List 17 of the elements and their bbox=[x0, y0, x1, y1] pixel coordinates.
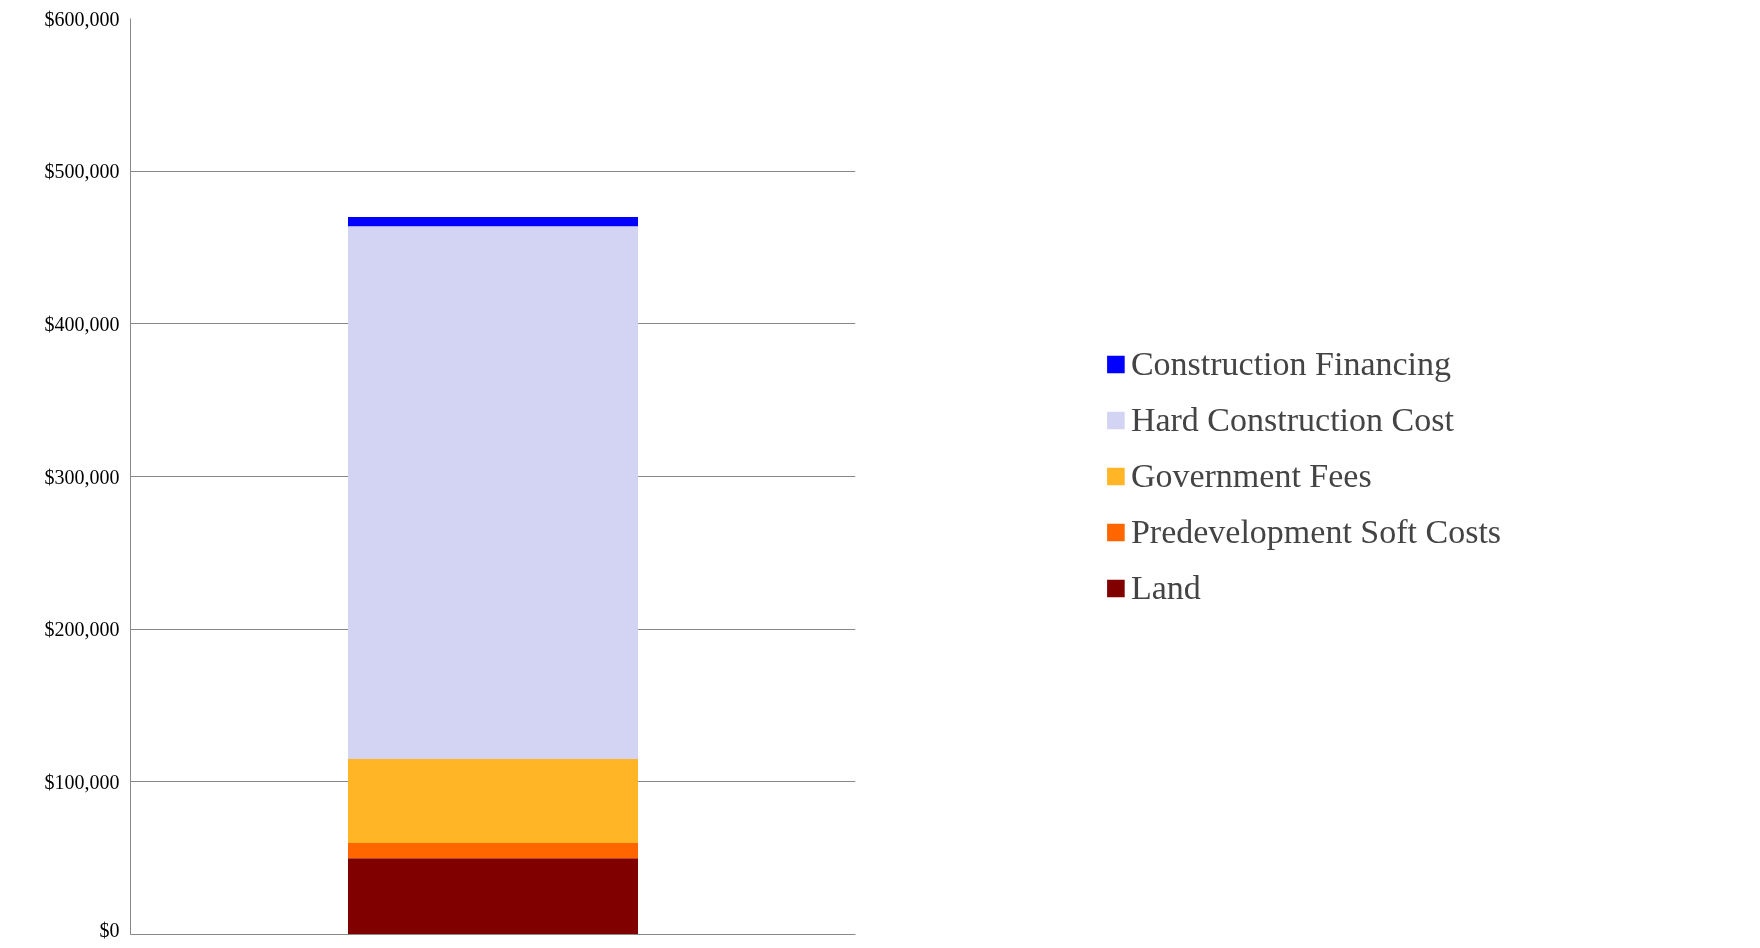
legend-label: Government Fees bbox=[1130, 457, 1372, 495]
y-tick-label: $300,000 bbox=[44, 465, 120, 488]
legend-label: Construction Financing bbox=[1130, 345, 1452, 383]
y-tick-label: $200,000 bbox=[44, 618, 120, 641]
y-tick-label: $0 bbox=[99, 918, 120, 941]
bar bbox=[348, 858, 638, 935]
bar bbox=[348, 842, 638, 859]
bar bbox=[348, 226, 638, 759]
legend-label: Predevelopment Soft Costs bbox=[1130, 513, 1502, 551]
legend-label: Hard Construction Cost bbox=[1130, 401, 1454, 439]
y-tick-label: $100,000 bbox=[44, 770, 120, 793]
bar bbox=[348, 216, 638, 227]
y-tick-label: $600,000 bbox=[44, 7, 120, 30]
y-tick-label: $500,000 bbox=[44, 160, 120, 183]
y-tick-label: $400,000 bbox=[44, 312, 120, 335]
bar bbox=[348, 758, 638, 843]
legend-label: Land bbox=[1130, 569, 1201, 607]
